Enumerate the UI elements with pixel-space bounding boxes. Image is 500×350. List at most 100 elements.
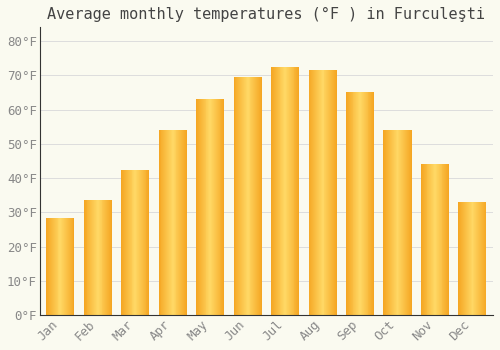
Bar bbox=[289, 67, 290, 315]
Bar bbox=[288, 67, 289, 315]
Bar bbox=[122, 169, 123, 315]
Bar bbox=[248, 77, 250, 315]
Bar bbox=[404, 130, 405, 315]
Bar bbox=[434, 164, 435, 315]
Bar bbox=[474, 202, 476, 315]
Bar bbox=[312, 70, 313, 315]
Bar bbox=[65, 217, 66, 315]
Bar bbox=[275, 67, 276, 315]
Bar bbox=[408, 130, 409, 315]
Bar bbox=[446, 164, 447, 315]
Bar bbox=[370, 92, 372, 315]
Bar bbox=[241, 77, 242, 315]
Bar bbox=[196, 99, 197, 315]
Bar bbox=[478, 202, 479, 315]
Bar bbox=[362, 92, 363, 315]
Bar bbox=[216, 99, 218, 315]
Bar bbox=[329, 70, 330, 315]
Bar bbox=[294, 67, 296, 315]
Bar bbox=[308, 70, 310, 315]
Bar bbox=[67, 217, 68, 315]
Bar bbox=[363, 92, 364, 315]
Bar bbox=[132, 169, 134, 315]
Bar bbox=[409, 130, 410, 315]
Bar bbox=[483, 202, 484, 315]
Bar bbox=[346, 92, 347, 315]
Bar bbox=[110, 200, 111, 315]
Bar bbox=[464, 202, 465, 315]
Bar bbox=[334, 70, 335, 315]
Bar bbox=[245, 77, 246, 315]
Bar bbox=[90, 200, 91, 315]
Bar bbox=[174, 130, 176, 315]
Bar bbox=[372, 92, 373, 315]
Bar bbox=[136, 169, 137, 315]
Bar bbox=[406, 130, 407, 315]
Bar bbox=[368, 92, 370, 315]
Bar bbox=[167, 130, 168, 315]
Bar bbox=[390, 130, 391, 315]
Bar bbox=[126, 169, 127, 315]
Bar bbox=[460, 202, 461, 315]
Bar bbox=[181, 130, 182, 315]
Bar bbox=[212, 99, 213, 315]
Bar bbox=[257, 77, 258, 315]
Bar bbox=[482, 202, 483, 315]
Bar bbox=[162, 130, 164, 315]
Bar bbox=[96, 200, 97, 315]
Bar bbox=[350, 92, 352, 315]
Bar bbox=[477, 202, 478, 315]
Bar bbox=[330, 70, 331, 315]
Bar bbox=[437, 164, 438, 315]
Bar bbox=[146, 169, 148, 315]
Bar bbox=[426, 164, 428, 315]
Bar bbox=[239, 77, 240, 315]
Bar bbox=[52, 217, 53, 315]
Bar bbox=[53, 217, 54, 315]
Title: Average monthly temperatures (°F ) in Furculeşti: Average monthly temperatures (°F ) in Fu… bbox=[48, 7, 486, 22]
Bar bbox=[398, 130, 400, 315]
Bar bbox=[144, 169, 146, 315]
Bar bbox=[349, 92, 350, 315]
Bar bbox=[317, 70, 318, 315]
Bar bbox=[276, 67, 278, 315]
Bar bbox=[435, 164, 436, 315]
Bar bbox=[431, 164, 432, 315]
Bar bbox=[273, 67, 274, 315]
Bar bbox=[348, 92, 349, 315]
Bar bbox=[403, 130, 404, 315]
Bar bbox=[391, 130, 392, 315]
Bar bbox=[432, 164, 433, 315]
Bar bbox=[222, 99, 224, 315]
Bar bbox=[109, 200, 110, 315]
Bar bbox=[139, 169, 140, 315]
Bar bbox=[84, 200, 86, 315]
Bar bbox=[422, 164, 423, 315]
Bar bbox=[94, 200, 95, 315]
Bar bbox=[180, 130, 181, 315]
Bar bbox=[444, 164, 446, 315]
Bar bbox=[448, 164, 449, 315]
Bar bbox=[60, 217, 62, 315]
Bar bbox=[66, 217, 67, 315]
Bar bbox=[49, 217, 50, 315]
Bar bbox=[461, 202, 462, 315]
Bar bbox=[143, 169, 144, 315]
Bar bbox=[111, 200, 112, 315]
Bar bbox=[165, 130, 166, 315]
Bar bbox=[86, 200, 88, 315]
Bar bbox=[252, 77, 254, 315]
Bar bbox=[125, 169, 126, 315]
Bar bbox=[442, 164, 444, 315]
Bar bbox=[172, 130, 174, 315]
Bar bbox=[458, 202, 460, 315]
Bar bbox=[123, 169, 124, 315]
Bar bbox=[424, 164, 426, 315]
Bar bbox=[274, 67, 275, 315]
Bar bbox=[470, 202, 472, 315]
Bar bbox=[364, 92, 366, 315]
Bar bbox=[88, 200, 90, 315]
Bar bbox=[402, 130, 403, 315]
Bar bbox=[134, 169, 136, 315]
Bar bbox=[333, 70, 334, 315]
